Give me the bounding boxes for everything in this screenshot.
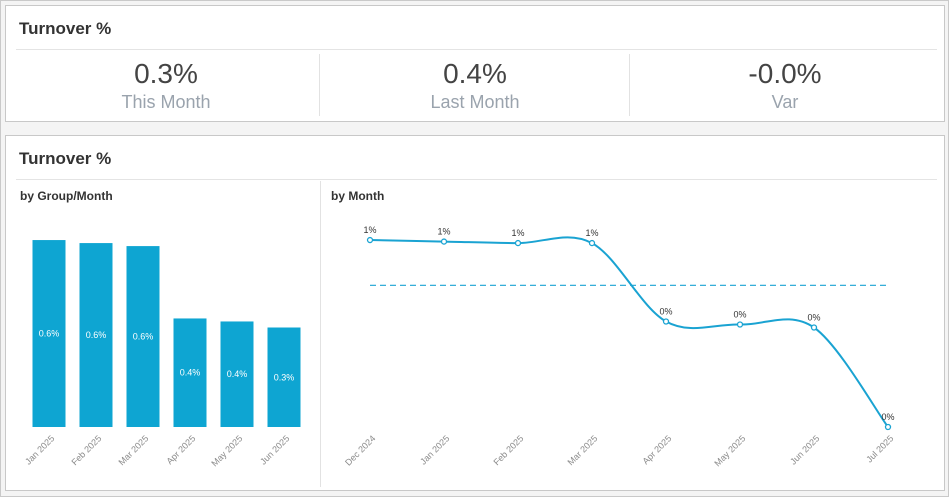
bar-data-label: 0.4%: [227, 369, 248, 379]
bar-data-label: 0.3%: [274, 372, 295, 382]
data-point: [366, 236, 374, 244]
point-data-label: 0%: [881, 412, 894, 422]
data-point: [884, 423, 892, 431]
data-point: [810, 324, 818, 331]
x-tick-label: Mar 2025: [565, 433, 599, 467]
bar: [220, 321, 254, 427]
point-data-label: 1%: [585, 228, 598, 238]
kpi-value: 0.4%: [443, 58, 507, 89]
kpi-title-divider: [16, 49, 937, 50]
kpi-divider: [319, 54, 320, 116]
bar: [173, 318, 207, 427]
series-line: [369, 236, 889, 428]
bar: [126, 246, 160, 427]
x-tick-label: Feb 2025: [69, 433, 103, 467]
bar-data-label: 0.6%: [39, 329, 60, 339]
kpi-label: Last Month: [430, 92, 520, 112]
point-data-label: 0%: [659, 306, 672, 316]
x-tick-label: Feb 2025: [491, 433, 525, 467]
data-point: [662, 318, 670, 325]
bar-data-label: 0.6%: [133, 332, 154, 342]
chart-title-divider: [16, 179, 937, 180]
chart-panel: Turnover % by Group/Month by Month 0.6% J…: [5, 135, 945, 491]
x-tick-label: May 2025: [209, 433, 244, 468]
point-data-label: 0%: [733, 309, 746, 319]
kpi-panel: Turnover % 0.3% This Month 0.4% Last Mon…: [5, 5, 945, 122]
kpi-value: -0.0%: [748, 58, 822, 89]
data-point: [514, 239, 522, 247]
bar-chart-subtitle: by Group/Month: [20, 189, 113, 203]
x-tick-label: Jan 2025: [418, 433, 451, 466]
kpi-panel-title: Turnover %: [19, 19, 112, 38]
chart-divider: [320, 181, 321, 487]
bar: [79, 243, 113, 427]
kpi-last-month: 0.4% Last Month: [324, 53, 626, 117]
data-point: [440, 238, 448, 245]
bar-data-label: 0.4%: [180, 368, 201, 378]
chart-panel-title: Turnover %: [19, 149, 112, 168]
x-tick-label: Jun 2025: [788, 433, 821, 466]
kpi-label: This Month: [121, 92, 211, 112]
line-chart: 1% Dec 2024 1% Jan 2025 1% Feb 2025 1% Mar 2025…: [343, 225, 895, 468]
point-data-label: 0%: [807, 313, 820, 323]
bar: [32, 240, 66, 427]
kpi-this-month: 0.3% This Month: [16, 53, 316, 117]
bar-data-label: 0.6%: [86, 330, 107, 340]
x-tick-label: May 2025: [712, 433, 747, 468]
data-point: [588, 239, 596, 247]
x-tick-label: Jun 2025: [258, 433, 291, 466]
point-data-label: 1%: [363, 225, 376, 235]
point-data-label: 1%: [437, 227, 450, 237]
bar: [267, 327, 301, 427]
kpi-divider: [629, 54, 630, 116]
point-data-label: 1%: [511, 228, 524, 238]
bar-chart: 0.6% Jan 2025 0.6% Feb 2025 0.6% Mar 2025 0.4%…: [23, 240, 301, 468]
x-tick-label: Dec 2024: [343, 433, 377, 467]
kpi-var: -0.0% Var: [634, 53, 936, 117]
x-tick-label: Mar 2025: [116, 433, 150, 467]
data-point: [736, 321, 744, 328]
kpi-value: 0.3%: [134, 58, 198, 89]
x-tick-label: Apr 2025: [641, 433, 674, 466]
x-tick-label: Apr 2025: [165, 433, 198, 466]
line-chart-subtitle: by Month: [331, 189, 385, 203]
kpi-label: Var: [771, 92, 799, 112]
x-tick-label: Jan 2025: [23, 433, 56, 466]
x-tick-label: Jul 2025: [864, 433, 895, 464]
